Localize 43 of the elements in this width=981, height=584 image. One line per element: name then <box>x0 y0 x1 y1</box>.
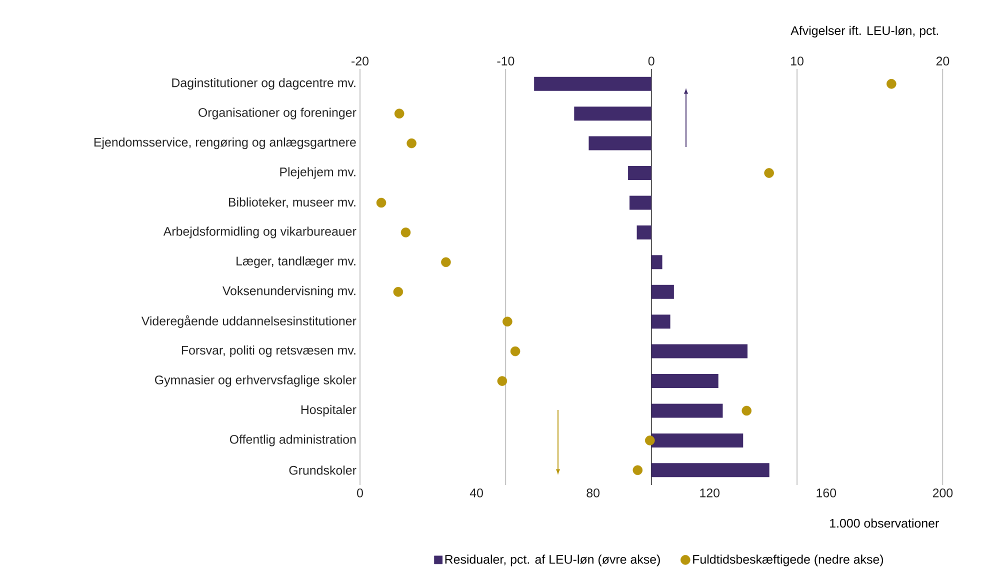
point <box>502 316 512 326</box>
y-tick-label: Plejehjem mv. <box>280 167 356 179</box>
y-tick-label: Voksenundervisning mv. <box>222 286 356 298</box>
x2-tick-label: 20 <box>936 56 950 66</box>
y-tick-label: Hospitaler <box>301 404 356 417</box>
x-tick-label: 40 <box>470 488 483 498</box>
point <box>406 138 416 148</box>
point <box>441 257 451 268</box>
y-tick-label: Grundskoler <box>289 466 356 475</box>
point <box>400 228 411 238</box>
x-tick-label: 160 <box>816 488 836 498</box>
x2-tick-label: 0 <box>648 56 654 66</box>
x-tick-label: 200 <box>932 488 953 498</box>
y-tick-label: Daginstitutioner og dagcentre mv. <box>172 78 356 90</box>
point <box>764 168 774 178</box>
y-tick-label: Ejendomsservice, rengøring og anlægsgartnere <box>94 137 356 150</box>
point <box>632 465 643 476</box>
y-tick-label: Offentlig administration <box>230 434 356 446</box>
point <box>886 78 896 89</box>
y-tick-label: Læger, tandlæger mv. <box>236 256 356 268</box>
point <box>742 406 752 416</box>
x2-tick-label: -10 <box>497 56 514 66</box>
y-tick-label: Videregående uddannelsesinstitutioner <box>141 315 356 328</box>
x2-tick-label: -20 <box>352 56 369 66</box>
x-axis-title: 1.000 observationer <box>830 518 939 528</box>
y-tick-label: Organisationer og foreninger <box>198 108 356 120</box>
y-tick-label: Arbejdsformidling og vikarbureauer <box>163 226 356 238</box>
y-tick-label: Forsvar, politi og retsvæsen mv. <box>182 345 356 358</box>
point <box>497 376 508 386</box>
x-tick-label: 120 <box>700 488 720 498</box>
x2-axis-title: Afvigelser ift. LEU-løn, pct. <box>790 26 938 38</box>
point <box>376 198 386 208</box>
y-tick-label: Gymnasier og erhvervsfaglige skoler <box>155 375 356 387</box>
y-tick-label: Biblioteker, museer mv. <box>229 197 356 208</box>
legend-label: Residualer, pct. af LEU-løn (øvre akse) <box>445 554 660 566</box>
legend-label: Fuldtidsbeskæftigede (nedre akse) <box>693 554 884 566</box>
point <box>510 346 520 356</box>
x-tick-label: 80 <box>586 488 600 498</box>
point <box>645 436 655 446</box>
x-tick-label: 0 <box>357 488 363 498</box>
point <box>394 108 404 118</box>
x2-tick-label: 10 <box>791 56 804 66</box>
point <box>393 286 404 297</box>
